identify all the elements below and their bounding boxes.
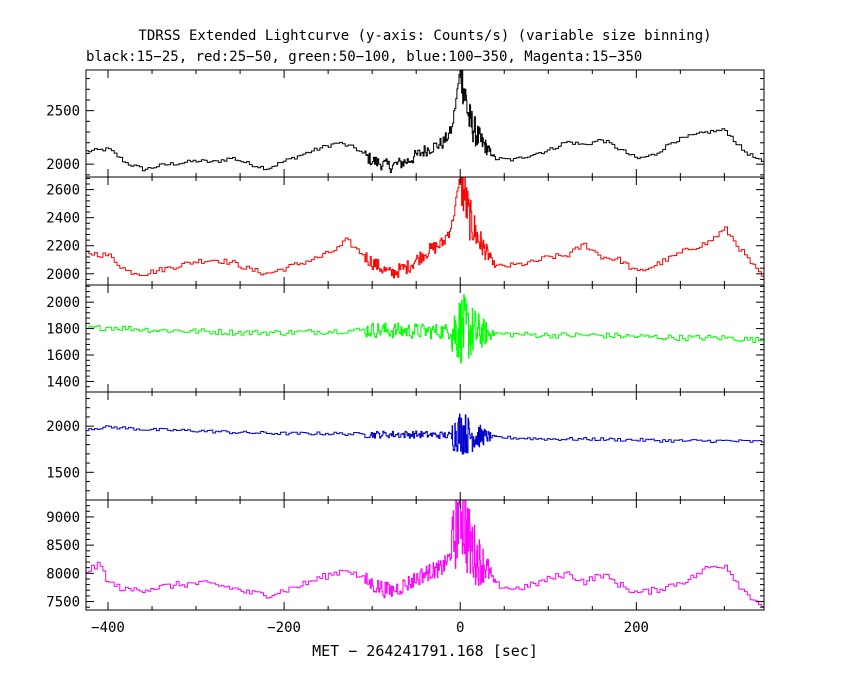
y-tick-label: 8000 bbox=[46, 566, 80, 582]
chart-subtitle: black:15−25, red:25−50, green:50−100, bl… bbox=[86, 49, 642, 65]
panel-3: 1400 1600 1800 2000 bbox=[46, 284, 765, 393]
panel-1: 2000 2500 bbox=[46, 69, 765, 178]
panel-frame bbox=[85, 176, 765, 286]
y-tick-label: 1500 bbox=[46, 465, 80, 481]
y-tick-label: 2000 bbox=[46, 419, 80, 435]
x-axis: −400 −200 0 200 bbox=[91, 620, 649, 636]
y-tick-label: 2000 bbox=[46, 267, 80, 283]
x-tick-label: 0 bbox=[456, 620, 464, 636]
chart-title: TDRSS Extended Lightcurve (y-axis: Count… bbox=[138, 28, 711, 44]
panels-group: 2000 2500 2000 2200 2400 2600 1400 1600 1800 2000… bbox=[46, 69, 765, 611]
y-tick-label: 2000 bbox=[46, 295, 80, 311]
x-tick-label: 200 bbox=[624, 620, 649, 636]
series-line-2 bbox=[86, 177, 764, 279]
y-tick-label: 2400 bbox=[46, 211, 80, 227]
y-tick-label: 2600 bbox=[46, 183, 80, 199]
panel-frame bbox=[85, 499, 765, 611]
series-line-5 bbox=[86, 500, 764, 607]
y-tick-label: 9000 bbox=[46, 510, 80, 526]
panel-5: 7500 8000 8500 9000 bbox=[46, 499, 765, 611]
x-axis-label: MET − 264241791.168 [sec] bbox=[312, 642, 538, 660]
y-tick-label: 2500 bbox=[46, 104, 80, 120]
panel-frame bbox=[85, 391, 765, 501]
y-tick-label: 2000 bbox=[46, 157, 80, 173]
panel-4: 1500 2000 bbox=[46, 391, 765, 501]
y-tick-label: 1800 bbox=[46, 322, 80, 338]
y-tick-label: 2200 bbox=[46, 239, 80, 255]
series-line-4 bbox=[86, 413, 764, 455]
y-tick-label: 7500 bbox=[46, 595, 80, 611]
y-tick-label: 1600 bbox=[46, 348, 80, 364]
x-tick-label: −400 bbox=[91, 620, 125, 636]
panel-2: 2000 2200 2400 2600 bbox=[46, 176, 765, 286]
x-tick-label: −200 bbox=[267, 620, 301, 636]
series-line-3 bbox=[86, 294, 764, 364]
y-tick-label: 1400 bbox=[46, 374, 80, 390]
y-tick-label: 8500 bbox=[46, 538, 80, 554]
series-line-1 bbox=[86, 70, 764, 173]
